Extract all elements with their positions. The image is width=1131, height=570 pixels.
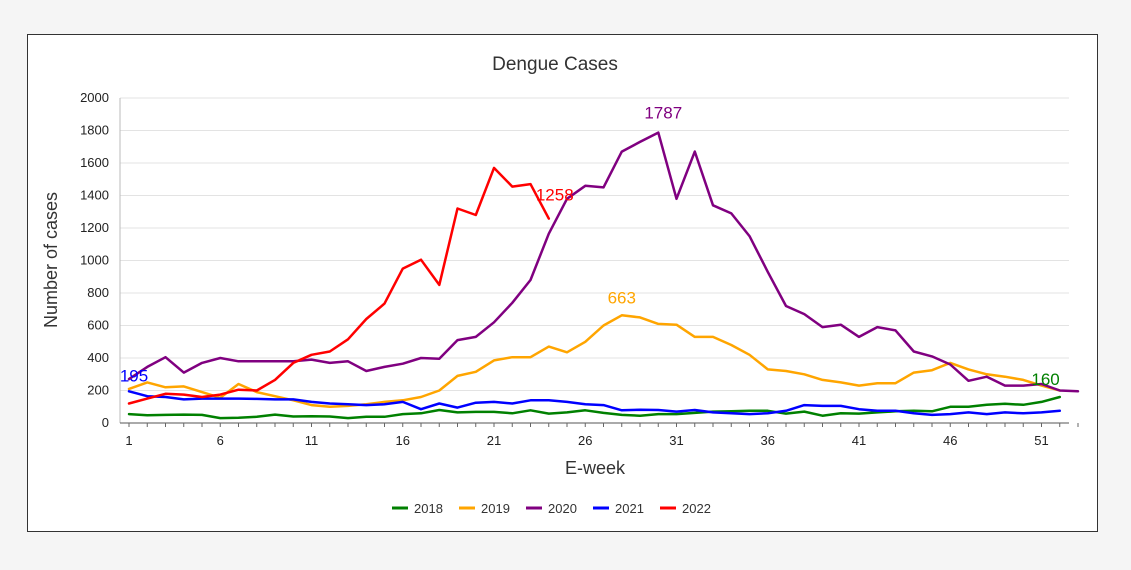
annotation-label: 1787 [644, 104, 682, 123]
grid-lines [120, 97, 1069, 424]
x-axis-title: E-week [565, 458, 626, 478]
x-tick-label: 16 [396, 433, 410, 448]
series-lines [127, 131, 1080, 420]
y-tick-label: 400 [87, 350, 109, 365]
x-tick-label: 6 [217, 433, 224, 448]
x-tick-label: 46 [943, 433, 957, 448]
peak-annotations: 195 1258 1787 663 160 [120, 104, 1060, 389]
x-tick-label: 51 [1034, 433, 1048, 448]
x-tick-label: 31 [669, 433, 683, 448]
series-line-2020 [127, 131, 1080, 393]
x-tick-label: 41 [852, 433, 866, 448]
y-tick-label: 1200 [80, 220, 109, 235]
annotation-label: 1258 [536, 186, 574, 205]
y-tick-label: 600 [87, 318, 109, 333]
chart-frame [27, 34, 1098, 532]
chart-title: Dengue Cases [492, 54, 618, 75]
annotation-label: 663 [608, 288, 636, 307]
series-line-2021 [127, 390, 1062, 417]
y-tick-label: 0 [102, 415, 109, 430]
y-tick-label: 1600 [80, 155, 109, 170]
legend-label-2018[interactable]: 2018 [414, 501, 443, 516]
legend-label-2019[interactable]: 2019 [481, 501, 510, 516]
annotation-label: 160 [1031, 370, 1059, 389]
legend-label-2022[interactable]: 2022 [682, 501, 711, 516]
series-line-2022 [127, 166, 551, 405]
y-tick-label: 2000 [80, 90, 109, 105]
x-tick-label: 21 [487, 433, 501, 448]
y-tick-label: 1800 [80, 123, 109, 138]
axes [119, 98, 1079, 427]
x-tick-label: 11 [305, 433, 319, 448]
x-tick-label: 1 [125, 433, 132, 448]
x-tick-label: 36 [761, 433, 775, 448]
y-axis-title: Number of cases [41, 192, 61, 328]
y-tick-label: 1000 [80, 253, 109, 268]
legend-label-2021[interactable]: 2021 [615, 501, 644, 516]
annotation-label: 195 [120, 366, 148, 385]
legend-label-2020[interactable]: 2020 [548, 501, 577, 516]
y-tick-label: 800 [87, 285, 109, 300]
x-tick-label: 26 [578, 433, 592, 448]
y-tick-label: 200 [87, 383, 109, 398]
y-tick-label: 1400 [80, 188, 109, 203]
legend: 2018 2019 2020 2021 2022 [392, 501, 711, 516]
